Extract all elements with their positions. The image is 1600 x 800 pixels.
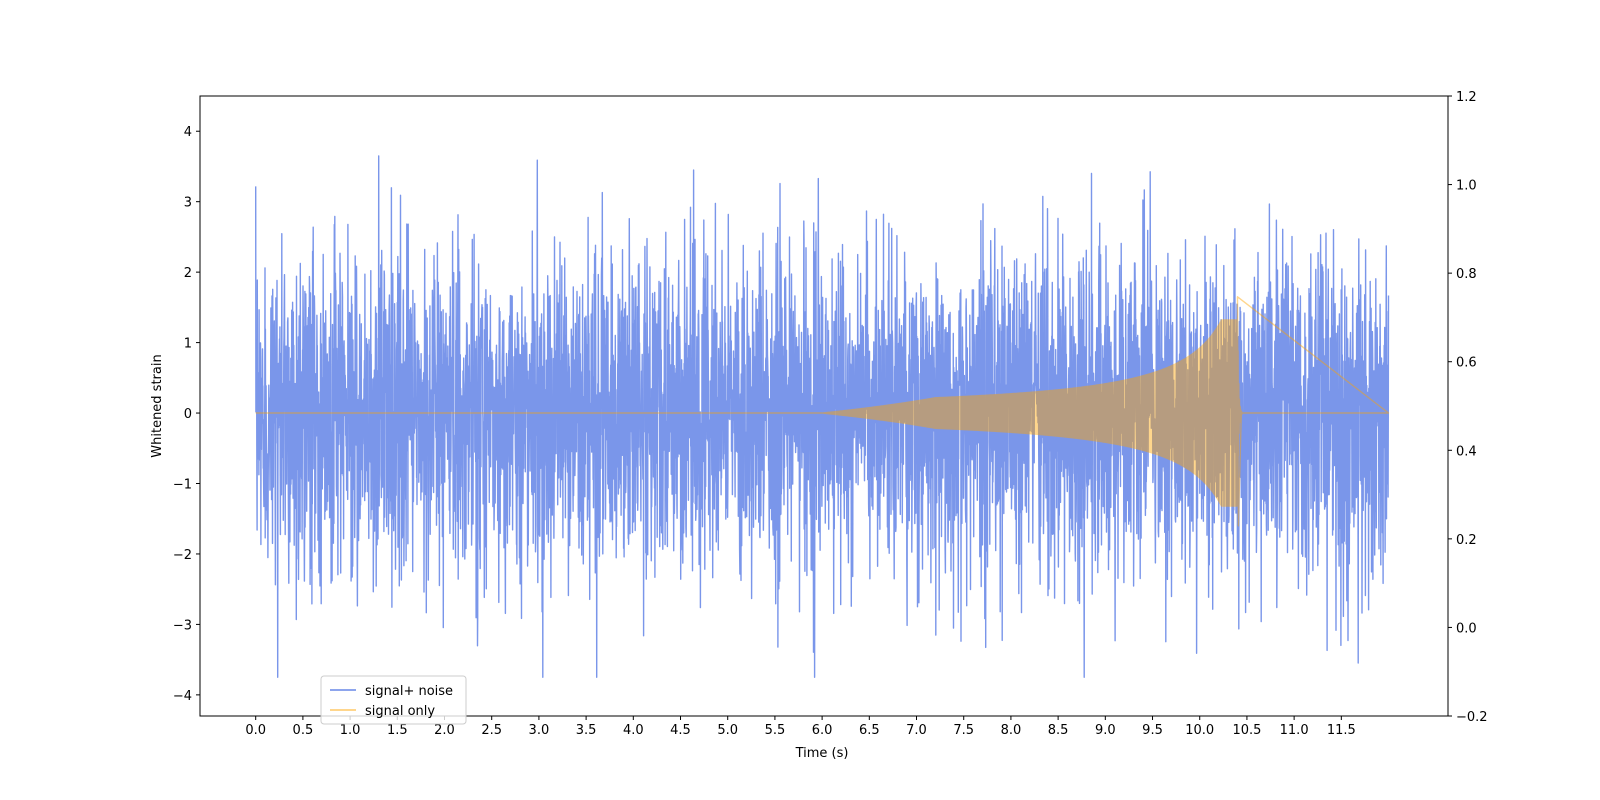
x-tick-label: 9.5 bbox=[1142, 723, 1163, 738]
x-tick-label: 10.0 bbox=[1185, 723, 1214, 738]
y2-tick-label: 1.0 bbox=[1456, 179, 1477, 194]
y-tick-label: −4 bbox=[173, 689, 192, 704]
x-tick-label: 11.0 bbox=[1280, 723, 1309, 738]
x-tick-label: 3.5 bbox=[576, 723, 597, 738]
series-layer bbox=[254, 155, 1390, 678]
y2-tick-label: 1.2 bbox=[1456, 90, 1477, 105]
legend: signal+ noise signal only bbox=[320, 675, 467, 725]
y2-tick-label: 0.6 bbox=[1456, 356, 1477, 371]
y2-tick-label: 0.0 bbox=[1456, 621, 1477, 636]
x-tick-label: 9.0 bbox=[1095, 723, 1116, 738]
x-tick-label: 2.0 bbox=[434, 723, 455, 738]
y-tick-label: 4 bbox=[184, 125, 192, 140]
x-tick-label: 11.5 bbox=[1327, 723, 1356, 738]
x-axis: 0.0 0.5 1.0 1.5 2.0 2.5 3.0 3.5 4.0 4.5 5.0 5.5 6.0 6… bbox=[245, 716, 1356, 738]
y-axis-right: −0.2 0.0 0.2 0.4 0.6 0.8 1.0 1.2 bbox=[1448, 90, 1488, 725]
series-line-signal-noise bbox=[254, 155, 1390, 678]
x-tick-label: 4.5 bbox=[670, 723, 691, 738]
x-tick-label: 1.5 bbox=[387, 723, 408, 738]
legend-label-signal-noise: signal+ noise bbox=[365, 684, 453, 699]
x-tick-label: 8.5 bbox=[1048, 723, 1069, 738]
y-tick-label: 0 bbox=[184, 407, 192, 422]
x-tick-label: 10.5 bbox=[1232, 723, 1261, 738]
x-tick-label: 0.0 bbox=[245, 723, 266, 738]
x-tick-label: 4.0 bbox=[623, 723, 644, 738]
y-tick-label: −3 bbox=[173, 618, 192, 633]
y-tick-label: −2 bbox=[173, 548, 192, 563]
x-tick-label: 7.0 bbox=[906, 723, 927, 738]
series-line-signal-only bbox=[255, 296, 1390, 527]
x-tick-label: 3.0 bbox=[529, 723, 550, 738]
x-axis-label: Time (s) bbox=[795, 746, 849, 761]
legend-label-signal-only: signal only bbox=[365, 704, 435, 719]
y-axis-left: −4 −3 −2 −1 0 1 2 3 4 bbox=[173, 125, 200, 704]
x-tick-label: 1.0 bbox=[340, 723, 361, 738]
plot-frame bbox=[199, 95, 1449, 717]
y2-tick-label: −0.2 bbox=[1456, 710, 1488, 725]
x-tick-label: 5.5 bbox=[765, 723, 786, 738]
y-tick-label: 3 bbox=[184, 196, 192, 211]
legend-box bbox=[320, 675, 467, 725]
x-tick-label: 8.0 bbox=[1001, 723, 1022, 738]
y2-tick-label: 0.4 bbox=[1456, 444, 1477, 459]
x-tick-label: 6.0 bbox=[812, 723, 833, 738]
x-tick-label: 6.5 bbox=[859, 723, 880, 738]
x-tick-label: 2.5 bbox=[481, 723, 502, 738]
y-tick-label: 1 bbox=[184, 337, 192, 352]
x-tick-label: 0.5 bbox=[293, 723, 314, 738]
x-tick-label: 5.0 bbox=[717, 723, 738, 738]
y-axis-label: Whitened strain bbox=[150, 354, 165, 457]
x-tick-label: 7.5 bbox=[953, 723, 974, 738]
y-tick-label: −1 bbox=[173, 478, 192, 493]
y2-tick-label: 0.2 bbox=[1456, 533, 1477, 548]
y2-tick-label: 0.8 bbox=[1456, 267, 1477, 282]
y-tick-label: 2 bbox=[184, 266, 192, 281]
